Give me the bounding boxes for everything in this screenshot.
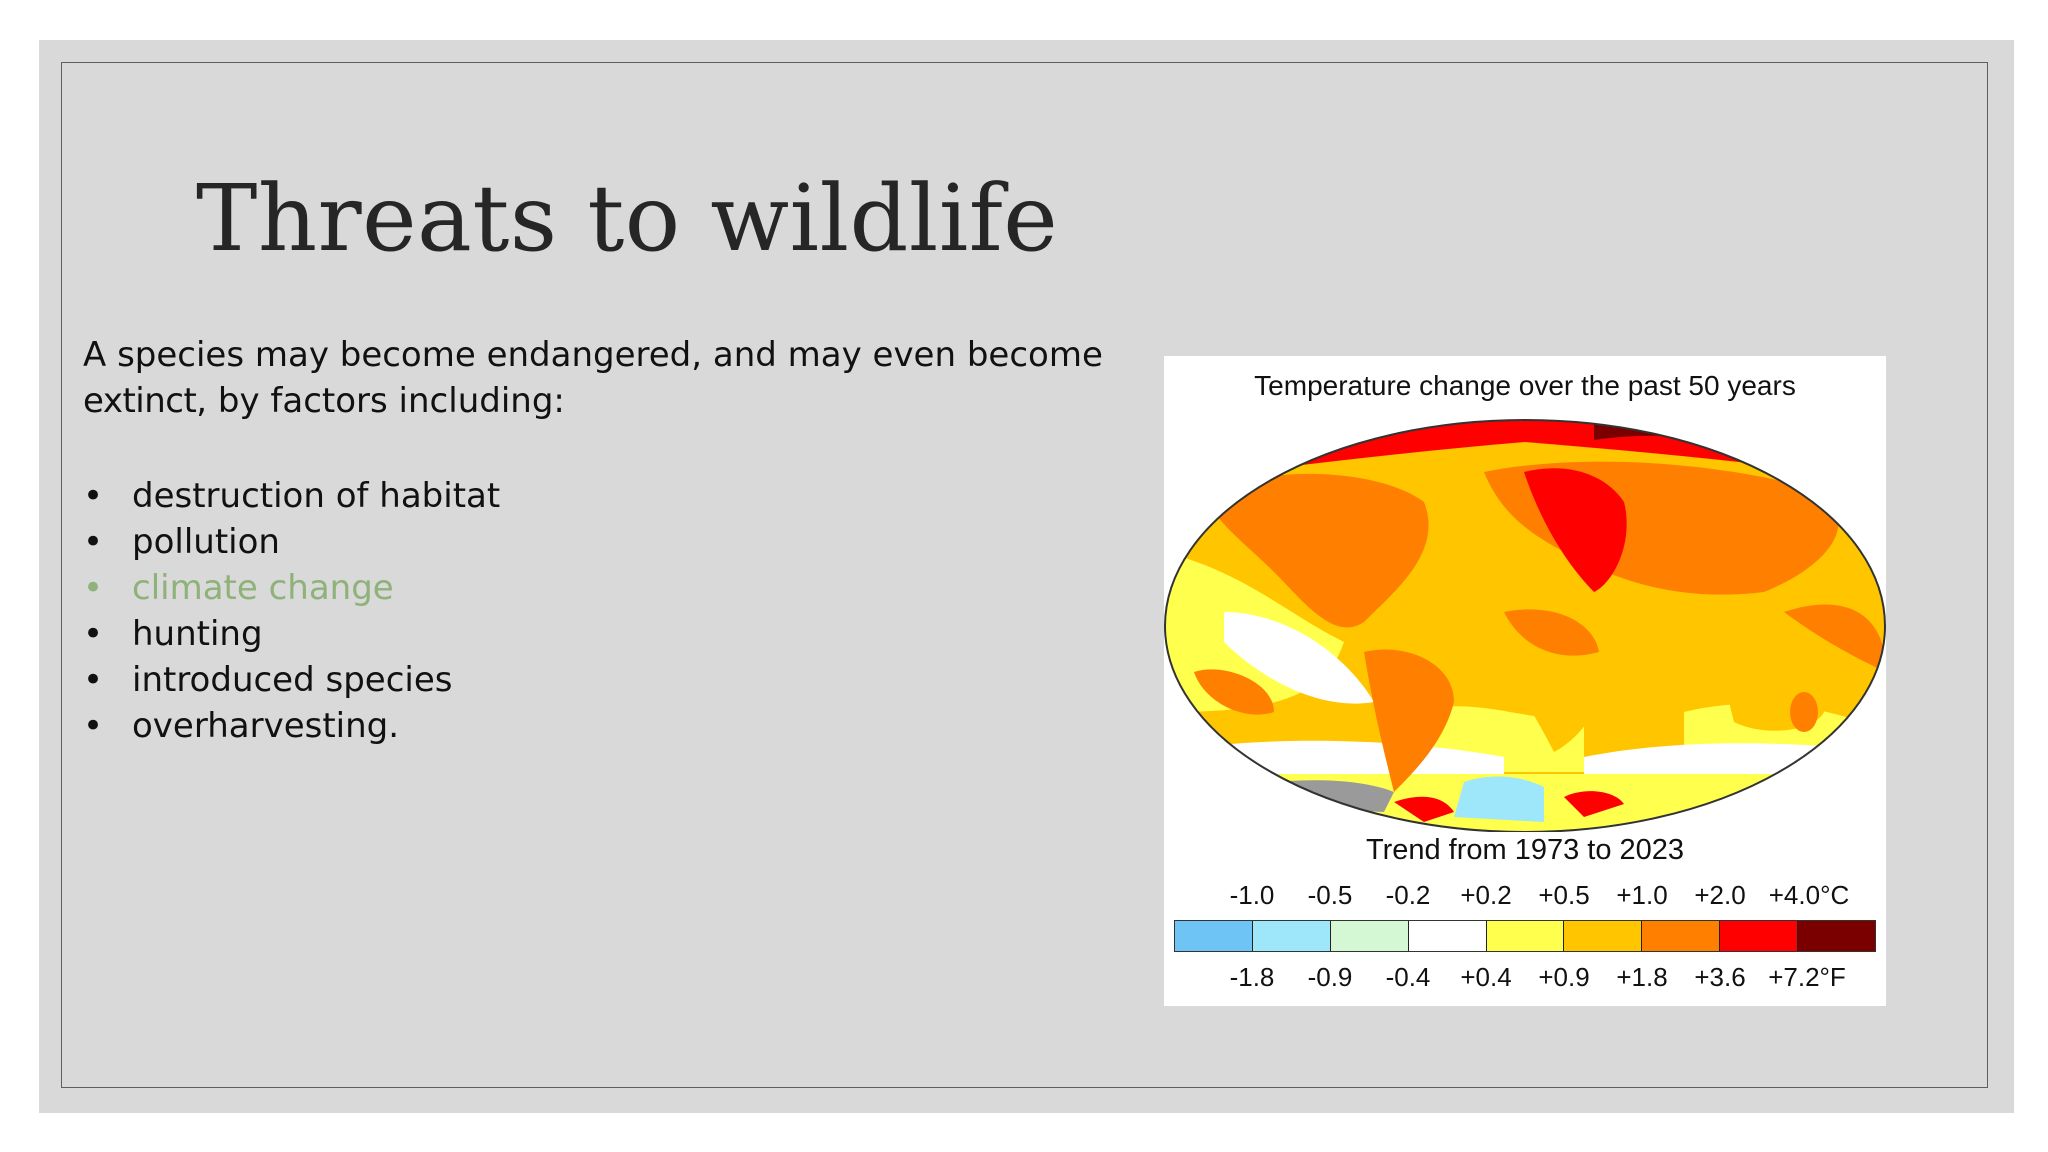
celsius-label: -1.0 (1229, 880, 1275, 910)
fahrenheit-label: -1.8 (1229, 962, 1275, 992)
fahrenheit-label: -0.9 (1307, 962, 1353, 992)
world-temperature-map (1164, 419, 1886, 832)
color-scale-segment (1798, 921, 1876, 951)
intro-paragraph: A species may become endangered, and may… (83, 332, 1123, 424)
celsius-label: +0.2 (1460, 880, 1512, 910)
celsius-label: +1.0 (1616, 880, 1668, 910)
list-item: • hunting (83, 611, 500, 657)
celsius-label: +0.5 (1538, 880, 1590, 910)
list-item-text: introduced species (132, 660, 453, 700)
threat-list: • destruction of habitat • pollution • clim… (83, 473, 500, 749)
celsius-label: +2.0 (1694, 880, 1746, 910)
intro-text-end: , by factors including: (196, 381, 565, 421)
extinct-link[interactable]: extinct (83, 381, 197, 421)
celsius-scale-labels: -1.0 -0.5 -0.2 +0.2 +0.5 +1.0 +2.0 +4.0°… (1164, 880, 1886, 910)
celsius-label: +4.0°C (1768, 880, 1850, 910)
color-scale-segment (1175, 921, 1253, 951)
celsius-label: -0.5 (1307, 880, 1353, 910)
color-scale-segment (1330, 921, 1409, 951)
bullet-icon: • (83, 476, 104, 516)
fahrenheit-label: +0.9 (1538, 962, 1590, 992)
slide: Threats to wildlife A species may become… (39, 40, 2014, 1113)
temperature-map-figure[interactable]: Temperature change over the past 50 year… (1164, 356, 1886, 1006)
climate-change-link[interactable]: climate change (132, 568, 394, 608)
slide-border (61, 62, 1988, 1088)
figure-subtitle: Trend from 1973 to 2023 (1365, 834, 1685, 866)
color-scale-segment (1252, 921, 1331, 951)
color-scale-segment (1720, 921, 1799, 951)
list-item: • destruction of habitat (83, 473, 500, 519)
slide-title: Threats to wildlife (196, 165, 1059, 272)
bullet-icon: • (83, 660, 104, 700)
list-item: • introduced species (83, 657, 500, 703)
list-item-climate-change[interactable]: • climate change (83, 565, 500, 611)
fahrenheit-label: +3.6 (1694, 962, 1746, 992)
list-item: • pollution (83, 519, 500, 565)
fahrenheit-label: +0.4 (1460, 962, 1512, 992)
fahrenheit-scale-labels: -1.8 -0.9 -0.4 +0.4 +0.9 +1.8 +3.6 +7.2°… (1164, 962, 1886, 992)
list-item-text: pollution (132, 522, 280, 562)
fahrenheit-label: +7.2°F (1768, 962, 1846, 992)
list-item-text: overharvesting. (132, 706, 400, 746)
bullet-icon: • (83, 522, 104, 562)
bullet-icon: • (83, 706, 104, 746)
intro-text: A species may become endangered, and may… (83, 335, 1103, 375)
bullet-icon: • (83, 568, 104, 608)
color-scale-segment (1486, 921, 1565, 951)
color-scale-bar (1174, 920, 1876, 952)
color-scale-segment (1642, 921, 1721, 951)
bullet-icon: • (83, 614, 104, 654)
list-item-text: destruction of habitat (132, 476, 501, 516)
list-item: • overharvesting. (83, 703, 500, 749)
fahrenheit-label: -0.4 (1385, 962, 1431, 992)
color-scale-segment (1564, 921, 1643, 951)
fahrenheit-label: +1.8 (1616, 962, 1668, 992)
list-item-text: hunting (132, 614, 263, 654)
color-scale-segment (1408, 921, 1487, 951)
figure-title: Temperature change over the past 50 year… (1254, 370, 1796, 401)
celsius-label: -0.2 (1385, 880, 1431, 910)
